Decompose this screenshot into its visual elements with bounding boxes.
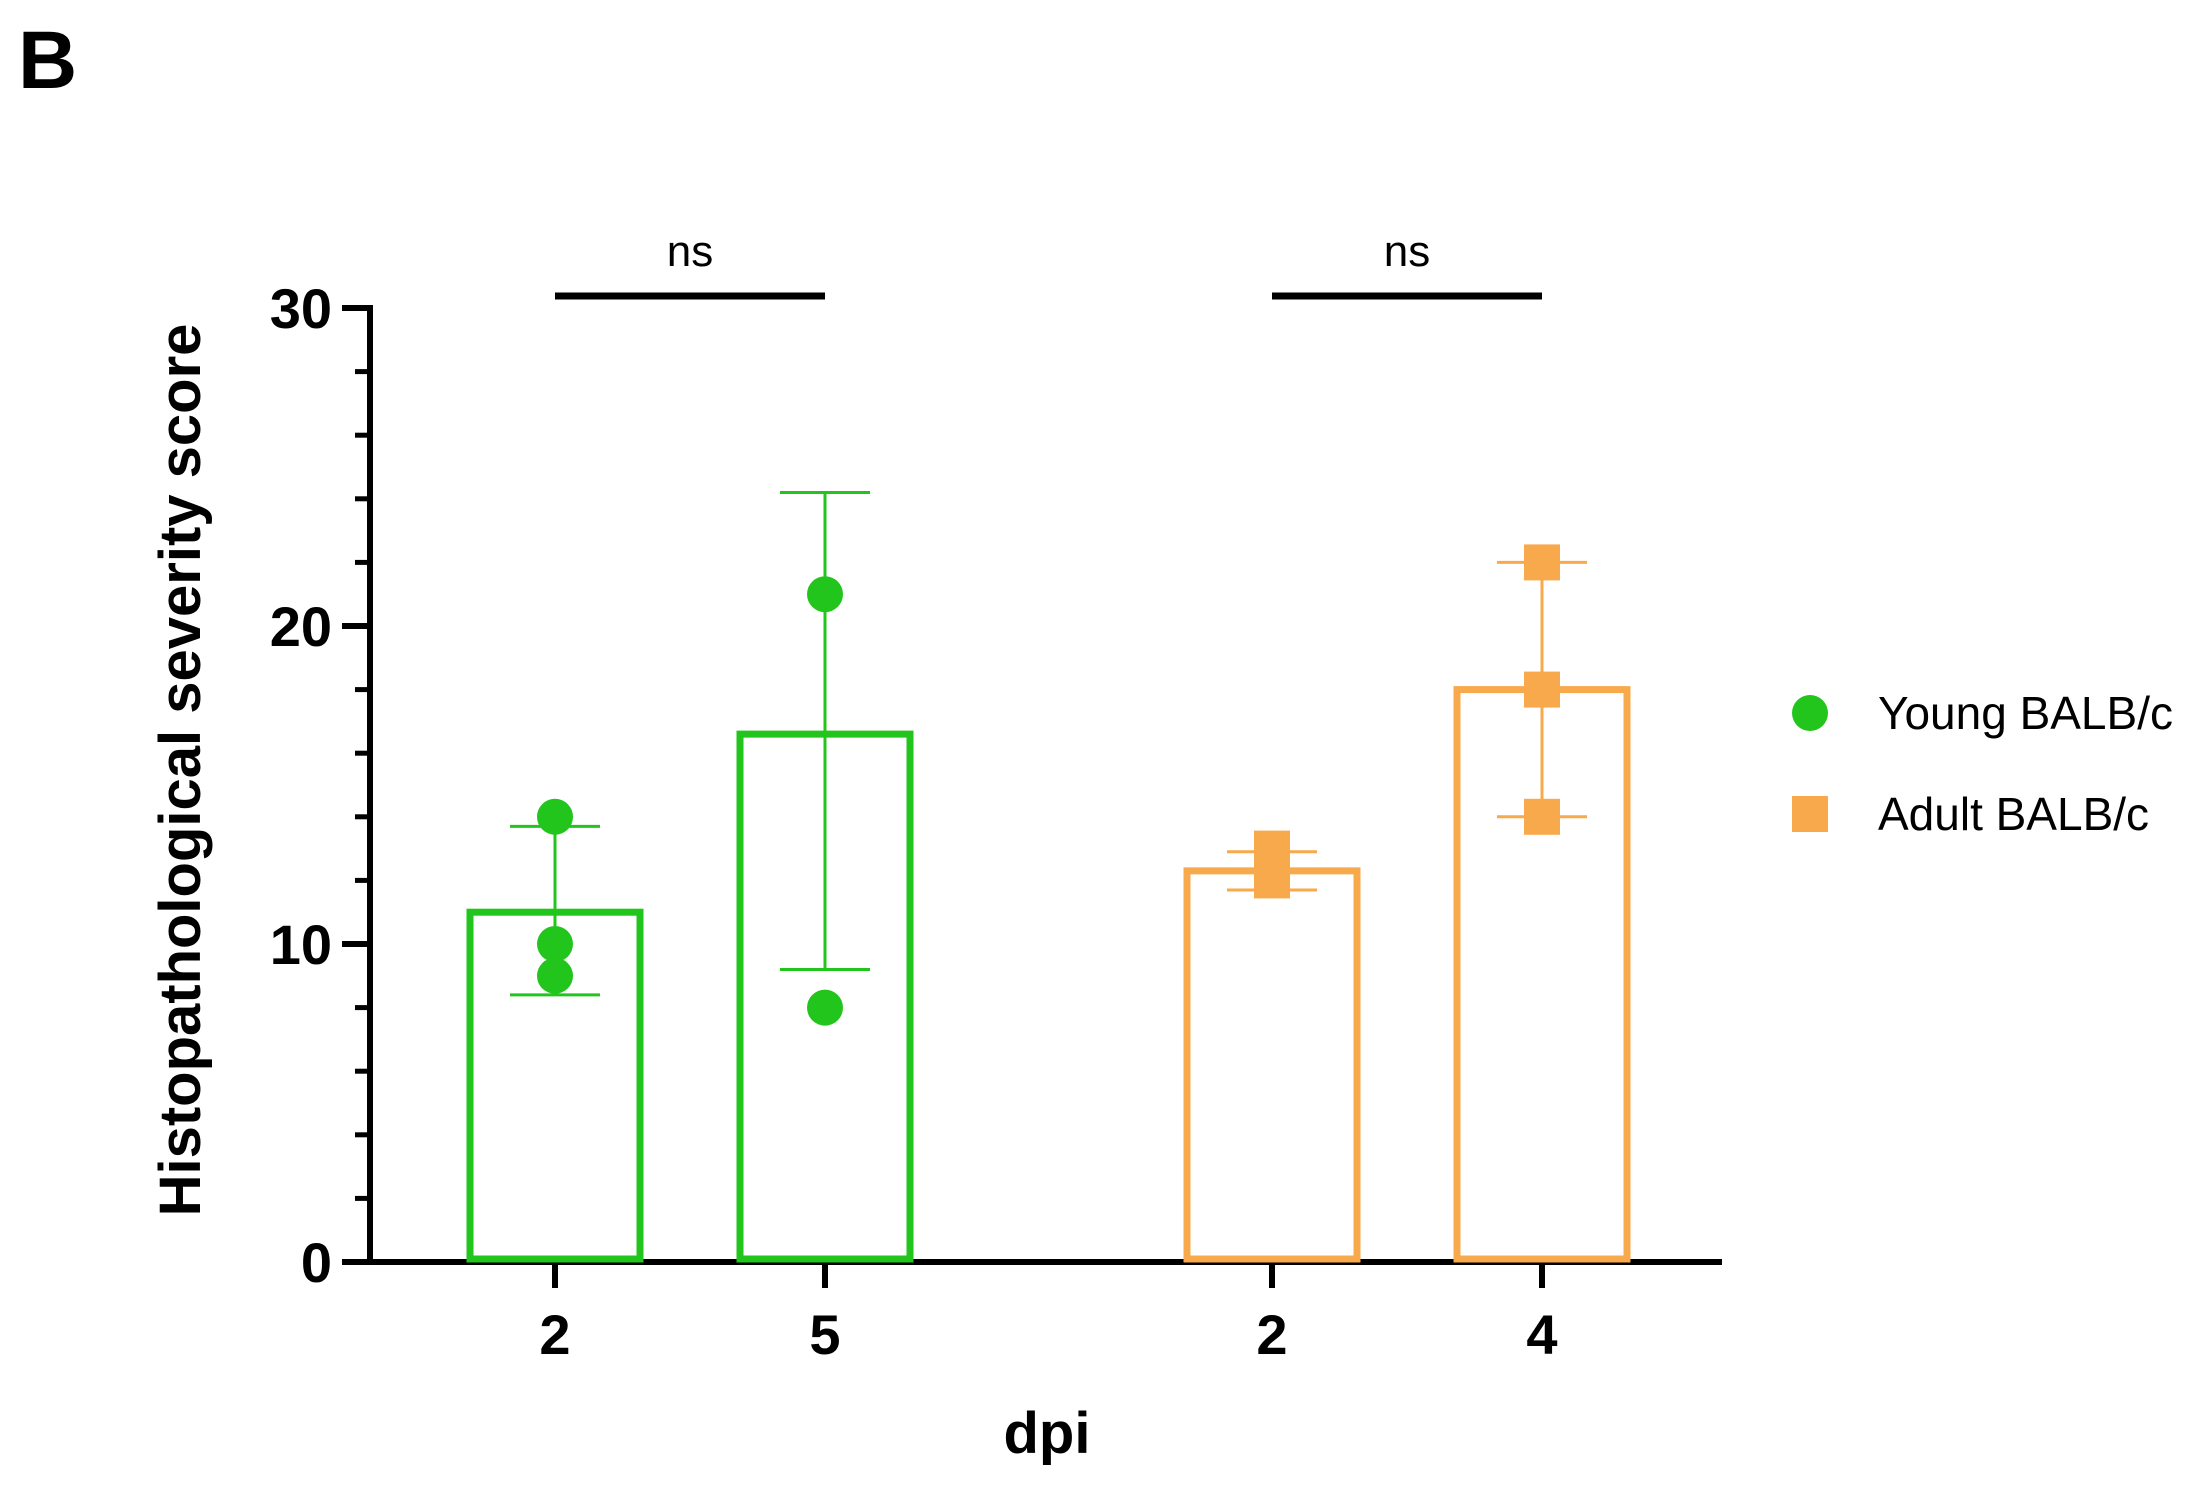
data-point <box>1524 544 1560 581</box>
axes: 0 10 20 30 2 5 2 4 <box>270 277 1722 1366</box>
x-tick-label: 5 <box>809 1303 840 1366</box>
y-tick-label: 20 <box>270 595 332 658</box>
legend-label: Adult BALB/c <box>1878 788 2149 840</box>
y-tick-label: 30 <box>270 277 332 340</box>
x-tick-label: 2 <box>1256 1303 1287 1366</box>
significance-label: ns <box>1384 227 1430 276</box>
bars <box>466 490 1631 1263</box>
legend: Young BALB/c Adult BALB/c <box>1792 687 2173 840</box>
data-point <box>1524 671 1560 708</box>
data-point <box>1254 862 1290 899</box>
legend-label: Young BALB/c <box>1878 687 2173 739</box>
y-tick-label: 0 <box>301 1231 332 1294</box>
data-point <box>807 576 843 613</box>
data-point <box>1524 798 1560 835</box>
x-tick-label: 4 <box>1526 1303 1557 1366</box>
legend-marker-circle <box>1792 695 1828 731</box>
legend-marker-square <box>1792 796 1828 832</box>
panel-label: B <box>18 15 77 106</box>
significance-annotations: ns ns <box>555 227 1542 300</box>
x-tick-label: 2 <box>539 1303 570 1366</box>
data-point <box>1254 830 1290 867</box>
y-axis-title: Histopathological severity score <box>148 324 213 1217</box>
data-point <box>537 798 573 835</box>
x-axis-title: dpi <box>1004 1401 1091 1466</box>
y-tick-label: 10 <box>270 913 332 976</box>
data-point <box>537 957 573 994</box>
data-point <box>537 926 573 962</box>
bar <box>1183 867 1361 1263</box>
data-point <box>807 989 843 1026</box>
significance-label: ns <box>667 227 713 276</box>
data-points <box>537 544 1560 1026</box>
